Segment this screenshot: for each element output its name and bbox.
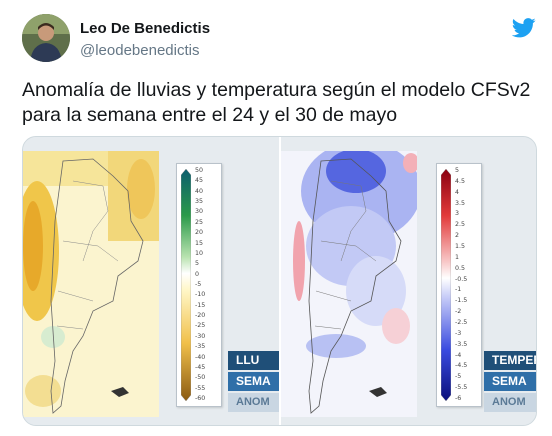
temperature-anomaly-map <box>281 151 417 417</box>
temperature-colorbar-tick: -4 <box>455 351 462 359</box>
rain-colorbar-tick: 0 <box>195 270 200 278</box>
temperature-colorbar-tick: 4.5 <box>455 177 466 185</box>
rain-colorbar-tick: 20 <box>195 229 204 237</box>
rain-anomaly-map <box>23 151 159 417</box>
rain-colorbar-tick: 10 <box>195 249 204 257</box>
rain-colorbar: 50 45 40 35 30 25 20 15 10 5 0 -5 -10 -15 -20 -25 -30 -35… <box>176 163 222 407</box>
temperature-colorbar-tick: -5.5 <box>455 384 468 392</box>
rain-colorbar-tick: -60 <box>195 395 206 402</box>
rain-colorbar-tick: 15 <box>195 239 204 247</box>
rain-colorbar-tick: -20 <box>195 312 206 320</box>
temperature-label-3: ANOM <box>484 393 536 412</box>
rain-colorbar-gradient <box>181 169 191 401</box>
temperature-colorbar-tick: 4 <box>455 188 460 196</box>
temperature-colorbar-tick: 3.5 <box>455 199 466 207</box>
rain-colorbar-tick: -30 <box>195 332 206 340</box>
rain-label-3: ANOM <box>228 393 279 412</box>
rain-colorbar-tick: 35 <box>195 198 204 206</box>
temperature-colorbar-tick: 3 <box>455 210 460 218</box>
temperature-colorbar-tick: 1 <box>455 253 460 261</box>
rain-colorbar-tick: -45 <box>195 363 206 371</box>
temperature-colorbar-tick: -2 <box>455 308 462 316</box>
rain-label-1: LLU <box>228 351 279 370</box>
temperature-colorbar-tick: -3 <box>455 329 462 337</box>
rain-colorbar-tick: -10 <box>195 291 206 299</box>
temperature-colorbar-tick: 2 <box>455 232 460 240</box>
temperature-colorbar-tick: -1 <box>455 286 462 294</box>
temperature-colorbar-tick: 2.5 <box>455 221 466 229</box>
temperature-colorbar-tick: 0.5 <box>455 264 466 272</box>
rain-colorbar-tick: 5 <box>195 260 200 268</box>
twitter-bird-icon[interactable] <box>512 18 536 38</box>
rain-colorbar-tick: -40 <box>195 353 206 361</box>
rain-colorbar-tick: -50 <box>195 374 206 382</box>
temperature-label-2: SEMA <box>484 372 536 391</box>
temperature-colorbar-tick: -6 <box>455 395 462 402</box>
author-handle[interactable]: @leodebenedictis <box>80 42 200 59</box>
temperature-colorbar-gradient <box>441 169 451 401</box>
rain-colorbar-tick: -25 <box>195 322 206 330</box>
temperature-colorbar-tick: -3.5 <box>455 340 468 348</box>
rain-colorbar-tick: -55 <box>195 384 206 392</box>
temperature-colorbar-tick: 5 <box>455 167 460 174</box>
temperature-colorbar-tick: 1.5 <box>455 243 466 250</box>
temperature-colorbar-tick: -4.5 <box>455 362 468 370</box>
temperature-anomaly-image[interactable]: 5 4.5 4 3.5 3 2.5 2 1.5 1 0.5 -0.5 -1 -1.5 -2 -2.5 -3 -3… <box>281 137 536 425</box>
tweet-text-line-2: para la semana entre el 24 y el 30 de ma… <box>22 104 398 126</box>
rain-colorbar-tick: -35 <box>195 343 206 351</box>
tweet-media[interactable]: 50 45 40 35 30 25 20 15 10 5 0 -5 -10 -15 -20 -25 -30 -35… <box>22 136 537 426</box>
rain-anomaly-image[interactable]: 50 45 40 35 30 25 20 15 10 5 0 -5 -10 -15 -20 -25 -30 -35… <box>23 137 279 425</box>
rain-colorbar-tick: 30 <box>195 208 204 216</box>
temperature-colorbar-tick: -0.5 <box>455 275 468 283</box>
rain-colorbar-tick: -5 <box>195 281 202 288</box>
temperature-colorbar-tick: -1.5 <box>455 297 468 305</box>
avatar[interactable] <box>22 14 70 62</box>
media-divider <box>279 137 281 425</box>
rain-colorbar-tick: 25 <box>195 218 204 226</box>
rain-colorbar-tick: 40 <box>195 187 204 195</box>
author-name[interactable]: Leo De Benedictis <box>80 20 211 37</box>
rain-label-2: SEMA <box>228 372 279 391</box>
temperature-label-1: TEMPER <box>484 351 536 370</box>
avatar-photo <box>22 14 70 62</box>
rain-colorbar-tick: -15 <box>195 301 206 309</box>
tweet-text-line-1: Anomalía de lluvias y temperatura según … <box>22 79 531 101</box>
temperature-colorbar: 5 4.5 4 3.5 3 2.5 2 1.5 1 0.5 -0.5 -1 -1.5 -2 -2.5 -3 -3… <box>436 163 482 407</box>
rain-colorbar-tick: 45 <box>195 177 204 185</box>
temperature-colorbar-tick: -5 <box>455 373 462 381</box>
tweet-text: Anomalía de lluvias y temperatura según … <box>22 78 537 128</box>
temperature-colorbar-tick: -2.5 <box>455 319 468 326</box>
rain-colorbar-tick: 50 <box>195 167 204 174</box>
